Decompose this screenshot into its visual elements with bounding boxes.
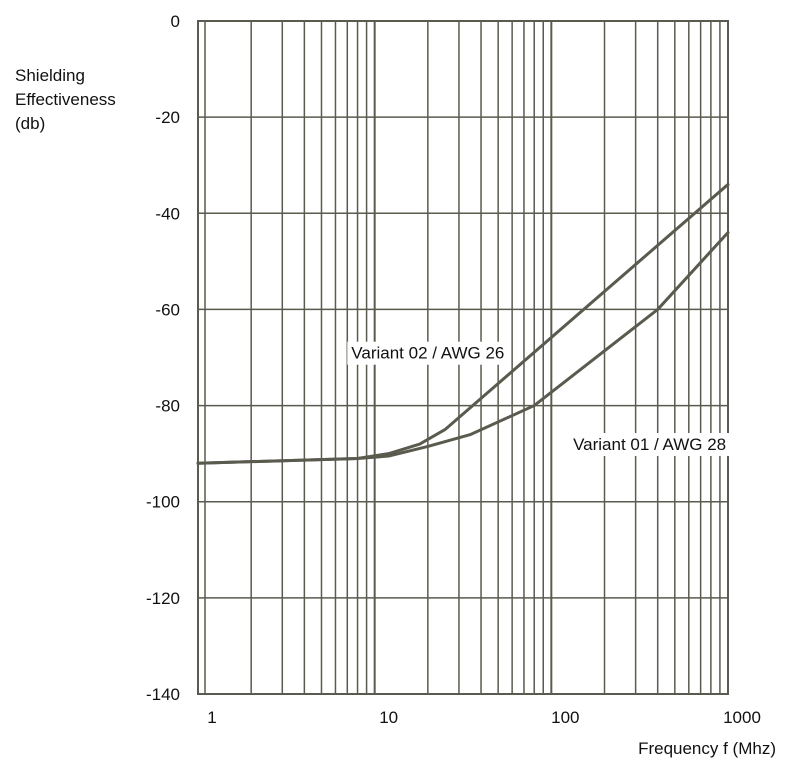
y-tick-label: -140 xyxy=(146,685,180,704)
annotations: Variant 02 / AWG 26 Variant 01 / AWG 28 xyxy=(347,342,730,456)
y-axis-label-line: (db) xyxy=(15,114,45,133)
y-tick-label: -40 xyxy=(155,204,180,223)
x-tick-label: 1000 xyxy=(723,708,761,727)
y-tick-label: 0 xyxy=(171,12,180,31)
tick-labels: 0 -20 -40 -60 -80 -100 -120 -140 1 10 100 1000 xyxy=(146,12,761,727)
x-tick-label: 1 xyxy=(207,708,216,727)
annotation-label: Variant 01 / AWG 28 xyxy=(573,435,726,454)
annotation-label: Variant 02 / AWG 26 xyxy=(351,344,504,363)
series-group xyxy=(198,184,728,463)
series-line xyxy=(198,184,728,463)
y-tick-label: -20 xyxy=(155,108,180,127)
y-tick-label: -80 xyxy=(155,397,180,416)
y-axis-label-line: Effectiveness xyxy=(15,90,116,109)
y-axis-label-line: Shielding xyxy=(15,66,85,85)
y-tick-label: -120 xyxy=(146,589,180,608)
y-tick-label: -60 xyxy=(155,300,180,319)
y-tick-label: -100 xyxy=(146,493,180,512)
x-axis-label: Frequency f (Mhz) xyxy=(638,739,776,758)
x-tick-label: 10 xyxy=(379,708,398,727)
x-tick-label: 100 xyxy=(551,708,579,727)
